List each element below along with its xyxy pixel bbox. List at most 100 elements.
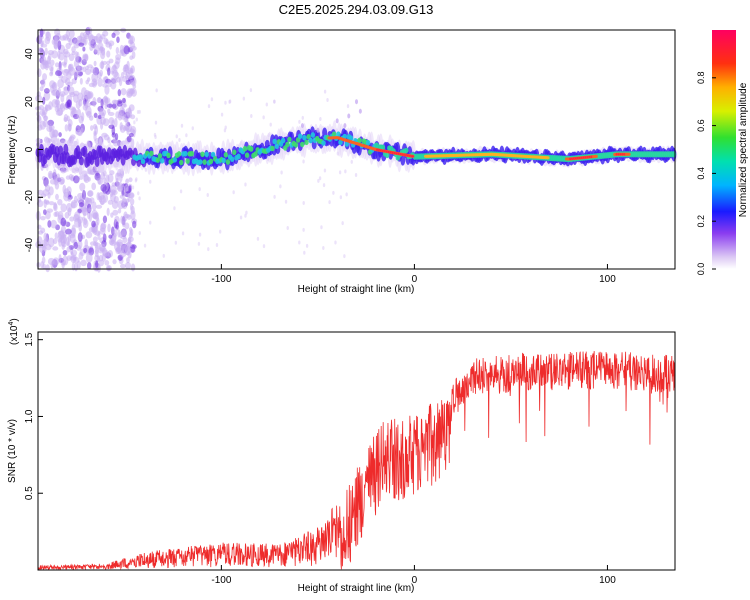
- spectrogram-noise-cell: [69, 233, 76, 243]
- spectrogram-noise-cell: [93, 60, 97, 67]
- spectrogram-noise-cell: [47, 220, 52, 228]
- spectrogram-core-cell: [253, 151, 258, 157]
- spectrogram-noise-cell: [39, 28, 44, 38]
- snr-x-tick-label: -100: [211, 575, 231, 586]
- spectrogram-noise-cell: [114, 132, 119, 141]
- spectrogram-noise-cell: [40, 43, 48, 48]
- spectrogram-noise-cell: [42, 96, 46, 105]
- spectrogram-core-cell: [232, 149, 237, 156]
- spectrogram-noise-cell: [98, 259, 105, 267]
- spectrogram-noise-cell: [82, 46, 86, 52]
- snr-x-tick-label: 100: [599, 575, 616, 586]
- spectrogram-noise-cell: [97, 114, 102, 120]
- spectrogram-noise-cell: [98, 47, 106, 52]
- spectrogram-noise-cell: [114, 61, 120, 69]
- spectrogram-noise-cell: [305, 243, 309, 248]
- spectrogram-noise-cell: [43, 88, 50, 94]
- spectrogram-noise-cell: [78, 42, 85, 47]
- spectrogram-noise-cell: [91, 72, 99, 83]
- spectrogram-noise-cell: [64, 211, 70, 219]
- spectrogram-band-cell: [94, 156, 100, 168]
- spectrogram-noise-cell: [55, 193, 59, 201]
- spectrogram-noise-cell: [93, 112, 98, 118]
- spectrogram-noise-cell: [323, 89, 327, 94]
- spectrogram-noise-cell: [100, 49, 106, 60]
- spectrogram-noise-cell: [64, 124, 69, 132]
- spectrogram-noise-cell: [228, 99, 231, 104]
- spectrogram-noise-cell: [80, 259, 87, 267]
- spectrogram-band-cell: [78, 156, 84, 166]
- spectrogram-noise-cell: [88, 34, 95, 45]
- spectrogram-noise-cell: [67, 240, 71, 247]
- spectrogram-core-cell: [338, 139, 343, 145]
- spectrogram-noise-cell: [73, 213, 80, 222]
- spectrogram-core-cell: [138, 154, 144, 160]
- snr-series-line: [37, 351, 676, 571]
- spectrogram-noise-cell: [43, 199, 50, 204]
- spectrogram-noise-cell: [112, 209, 119, 216]
- spectrogram-noise-cell: [104, 97, 111, 104]
- spectrogram-noise-cell: [39, 243, 46, 248]
- spectrogram-noise-cell: [108, 234, 113, 239]
- spectrogram-core-cell: [321, 140, 326, 146]
- spectrogram-noise-cell: [244, 213, 247, 218]
- spectrogram-noise-cell: [107, 136, 111, 144]
- spectrogram-x-ticks: -100 0 100: [211, 264, 616, 285]
- spectrogram-noise-cell: [128, 132, 134, 138]
- spectrogram-noise-cell: [68, 53, 75, 62]
- spectrogram-noise-cell: [303, 250, 306, 255]
- spectrogram-noise-cell: [57, 40, 62, 51]
- spectrogram-noise-cell: [89, 169, 96, 175]
- spectrogram-noise-cell: [286, 226, 289, 231]
- spectrogram-noise-cell: [154, 120, 158, 125]
- spectrogram-core-cell: [244, 152, 250, 158]
- spectrogram-noise-cell: [173, 206, 176, 211]
- spectrogram-noise-cell: [162, 253, 165, 258]
- spectrogram-noise-cell: [328, 200, 331, 205]
- spectrogram-noise-cell: [102, 83, 109, 88]
- spectrogram-noise-cell: [174, 240, 178, 245]
- spectrogram-noise-cell: [206, 192, 209, 197]
- spectrogram-noise-cell: [48, 124, 53, 133]
- spectrogram-noise-cell: [120, 113, 127, 120]
- spectrogram-noise-cell: [76, 64, 81, 75]
- spectrogram-noise-cell: [67, 196, 72, 202]
- spectrogram-noise-cell: [218, 229, 222, 234]
- colorbar-gradient: [712, 30, 736, 269]
- spectrogram-noise-cell: [88, 115, 94, 121]
- spectrogram-noise-cell: [54, 232, 58, 239]
- snr-frame: [37, 331, 676, 571]
- figure-title: C2E5.2025.294.03.09.G13: [279, 2, 434, 17]
- spectrogram-core-cell: [208, 158, 214, 165]
- spectrogram-core-cell: [149, 150, 154, 157]
- spectrogram-noise-cell: [83, 217, 88, 226]
- spectrogram-noise-cell: [54, 62, 60, 68]
- spectrogram-noise-cell: [322, 183, 326, 188]
- spectrogram-noise-cell: [132, 220, 137, 229]
- spectrogram-noise-cell: [73, 175, 80, 184]
- spectrogram-noise-cell: [53, 169, 57, 177]
- spectrogram-noise-cell: [78, 175, 84, 180]
- spectrogram-noise-cell: [265, 102, 269, 107]
- spectrogram-core-cell: [297, 133, 303, 140]
- spectrogram-noise-cell: [318, 176, 322, 181]
- spectrogram-noise-cell: [137, 191, 140, 196]
- spectrogram-noise-cell: [100, 184, 107, 192]
- spectrogram-noise-cell: [96, 97, 102, 103]
- spectrogram-core-cell: [270, 145, 275, 152]
- spectrogram-noise-cell: [102, 233, 107, 242]
- snr-y-label: SNR (10 * v/v): [7, 419, 18, 483]
- spectrogram-noise-cell: [66, 81, 74, 87]
- spectrogram-noise-cell: [60, 93, 65, 103]
- spectrogram-core-cell: [159, 157, 165, 164]
- spectrogram-noise-cell: [130, 242, 133, 247]
- spectrogram-noise-cell: [66, 202, 73, 213]
- colorbar-tick-label: 0.8: [696, 72, 706, 85]
- spectrogram-noise-cell: [224, 100, 227, 105]
- spectrogram-noise-cell: [319, 117, 322, 122]
- spectrogram-noise-cell: [102, 215, 108, 224]
- spectrogram-noise-cell: [48, 201, 55, 206]
- spectrogram-y-tick-label: 40: [24, 48, 35, 60]
- spectrogram-noise-cell: [35, 94, 43, 102]
- spectrogram-noise-cell: [50, 219, 57, 229]
